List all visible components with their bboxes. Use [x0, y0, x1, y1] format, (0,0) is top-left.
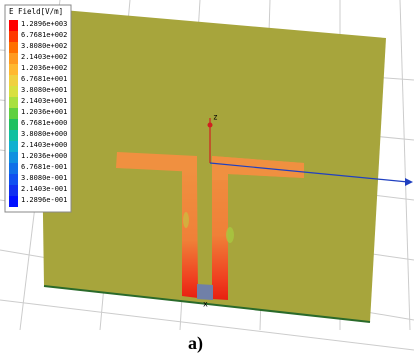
legend-label: 1.2036e+002: [21, 64, 67, 72]
legend-label: 6.7681e-001: [21, 163, 67, 171]
legend-label: 2.1403e+002: [21, 53, 67, 61]
z-axis-tip: [208, 123, 213, 128]
caption: a): [188, 333, 203, 354]
legend-label: 2.1403e-001: [21, 185, 67, 193]
legend-swatch: [9, 130, 18, 141]
legend-swatch: [9, 108, 18, 119]
legend-swatch: [9, 141, 18, 152]
x-axis-arrow: [405, 178, 413, 186]
legend-swatch: [9, 86, 18, 97]
legend-swatch: [9, 196, 18, 207]
legend-swatch: [9, 174, 18, 185]
legend-swatch: [9, 64, 18, 75]
legend-swatch: [9, 119, 18, 130]
legend-label: 2.1403e+001: [21, 97, 67, 105]
legend-label: 3.8080e-001: [21, 174, 67, 182]
x-label: x: [203, 300, 208, 309]
legend-swatch: [9, 97, 18, 108]
legend-swatch: [9, 163, 18, 174]
legend-swatch: [9, 31, 18, 42]
legend-label: 6.7681e+002: [21, 31, 67, 39]
feed-port: [197, 284, 213, 300]
legend-label: 6.7681e+000: [21, 119, 67, 127]
legend-swatch: [9, 20, 18, 31]
figure: z x E Field[V/m] 1.2896e+003 6.7681e+002 3…: [0, 0, 414, 360]
legend-label: 1.2036e+000: [21, 152, 67, 160]
legend-label: 1.2036e+001: [21, 108, 67, 116]
field-spot: [183, 212, 189, 228]
z-label: z: [213, 113, 218, 122]
legend: E Field[V/m] 1.2896e+003 6.7681e+002 3.808…: [5, 5, 71, 212]
legend-label: 3.8080e+002: [21, 42, 67, 50]
left-stem: [182, 170, 198, 298]
legend-title: E Field[V/m]: [9, 7, 63, 16]
field-spot: [226, 227, 234, 243]
legend-swatch: [9, 185, 18, 196]
legend-swatch: [9, 53, 18, 64]
legend-swatch: [9, 152, 18, 163]
legend-label: 3.8080e+001: [21, 86, 67, 94]
legend-swatch: [9, 75, 18, 86]
legend-swatch: [9, 42, 18, 53]
field-plot: z x E Field[V/m] 1.2896e+003 6.7681e+002 3…: [0, 0, 414, 360]
legend-label: 1.2896e-001: [21, 196, 67, 204]
legend-label: 3.8080e+000: [21, 130, 67, 138]
legend-label: 1.2896e+003: [21, 20, 67, 28]
legend-label: 2.1403e+000: [21, 141, 67, 149]
legend-label: 6.7681e+001: [21, 75, 67, 83]
